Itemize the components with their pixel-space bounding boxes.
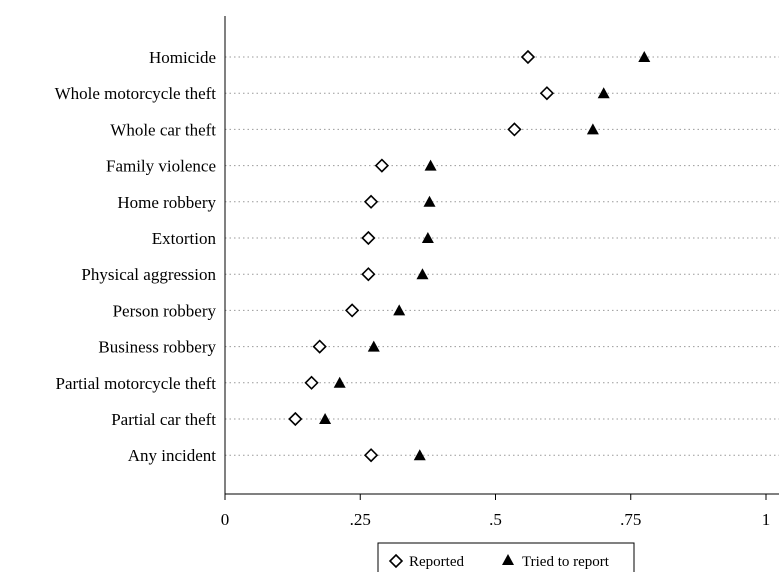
reported-marker bbox=[520, 49, 536, 65]
tried-to-report-marker bbox=[393, 304, 406, 316]
category-label: Partial motorcycle theft bbox=[56, 374, 217, 393]
category-label: Person robbery bbox=[113, 301, 217, 320]
reported-marker bbox=[363, 194, 379, 209]
legend-label-reported: Reported bbox=[409, 554, 464, 570]
legend-box bbox=[377, 542, 635, 572]
reported-marker bbox=[361, 267, 376, 282]
x-tick-label: 0 bbox=[221, 510, 230, 529]
legend-label-tried-to-report: Tried to report bbox=[522, 554, 610, 570]
data-markers bbox=[288, 49, 651, 463]
tried-to-report-marker bbox=[423, 195, 436, 207]
x-tick-label: .25 bbox=[350, 510, 371, 529]
category-labels: Homicide Whole motorcycle theft Whole car … bbox=[55, 48, 217, 465]
tried-to-report-marker bbox=[416, 268, 429, 280]
category-label: Extortion bbox=[152, 229, 217, 248]
tried-to-report-marker bbox=[586, 123, 599, 135]
tried-to-report-marker bbox=[424, 159, 437, 171]
reported-marker bbox=[312, 339, 327, 354]
tried-to-report-marker bbox=[367, 340, 380, 352]
x-ticks: 0 .25 .5 .75 1 bbox=[221, 494, 771, 529]
tried-to-report-marker bbox=[638, 51, 651, 62]
x-tick-label: .5 bbox=[489, 510, 502, 529]
reported-marker bbox=[345, 303, 360, 318]
reported-marker bbox=[363, 448, 379, 463]
reported-marker bbox=[361, 230, 376, 246]
tried-to-report-marker bbox=[319, 413, 332, 424]
category-label: Homicide bbox=[149, 48, 216, 67]
tried-to-report-marker bbox=[597, 87, 610, 99]
category-label: Any incident bbox=[128, 446, 217, 465]
x-tick-label: 1 bbox=[762, 510, 771, 529]
legend-marker-tried-to-report bbox=[502, 554, 514, 565]
legend: Reported Tried to report bbox=[377, 542, 635, 572]
tried-to-report-marker bbox=[421, 232, 434, 243]
category-label: Family violence bbox=[106, 157, 216, 176]
reported-marker bbox=[507, 122, 522, 137]
reported-marker bbox=[288, 411, 303, 427]
category-label: Home robbery bbox=[117, 193, 216, 212]
reported-marker bbox=[374, 158, 390, 173]
gridlines bbox=[225, 56, 779, 456]
axes bbox=[224, 16, 779, 495]
reported-marker bbox=[304, 375, 319, 390]
legend-marker-reported bbox=[388, 553, 404, 569]
reported-marker bbox=[539, 86, 555, 101]
tried-to-report-marker bbox=[413, 449, 426, 461]
tried-to-report-marker bbox=[333, 376, 346, 388]
category-label: Whole motorcycle theft bbox=[55, 84, 217, 103]
category-label: Partial car theft bbox=[111, 410, 216, 429]
category-label: Business robbery bbox=[98, 338, 216, 357]
category-label: Physical aggression bbox=[81, 265, 216, 284]
category-label: Whole car theft bbox=[110, 120, 216, 139]
x-tick-label: .75 bbox=[620, 510, 641, 529]
